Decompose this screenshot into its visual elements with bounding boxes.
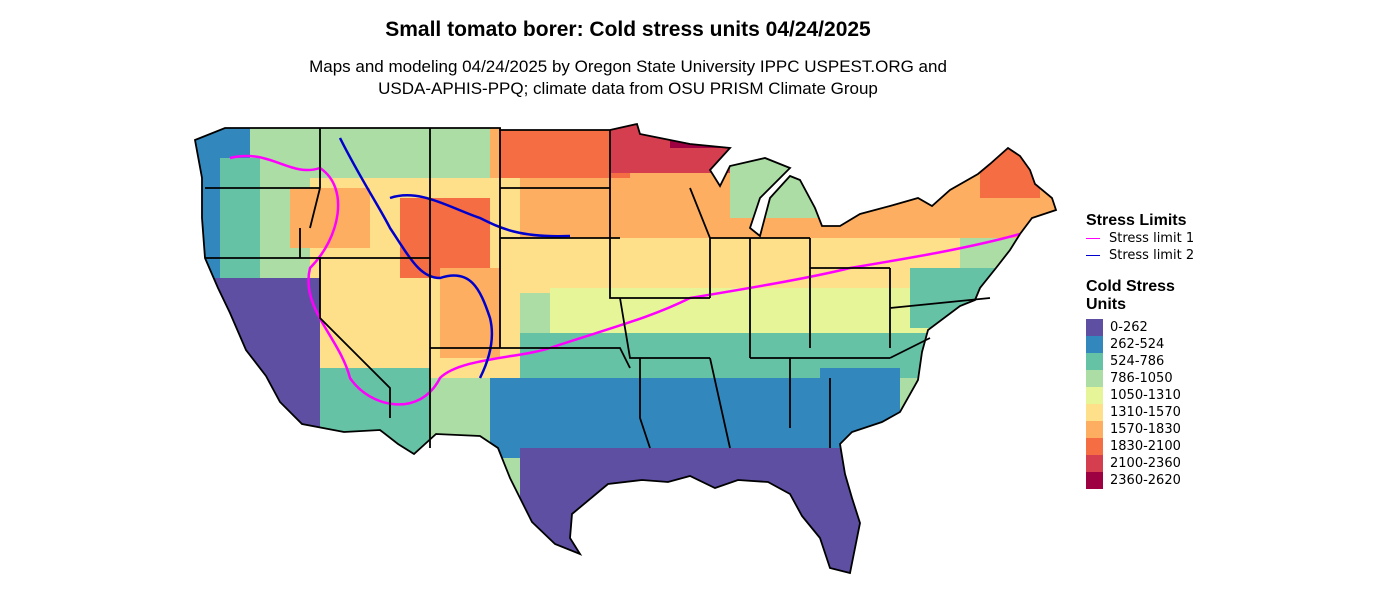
- bin-label: 1310-1570: [1110, 405, 1181, 420]
- cold-stress-bin: 1570-1830: [1086, 421, 1386, 438]
- cold-stress-title-line-1: Cold Stress: [1086, 278, 1175, 295]
- map-title: Small tomato borer: Cold stress units 04…: [385, 18, 871, 41]
- cold-stress-bins: 0-262 262-524 524-786 786-1050 1050-1310 1310…: [1086, 319, 1386, 489]
- bin-swatch: [1086, 370, 1103, 387]
- bin-label: 524-786: [1110, 354, 1165, 369]
- bin-label: 0-262: [1110, 320, 1148, 335]
- cold-stress-bin: 786-1050: [1086, 370, 1386, 387]
- bin-label: 1050-1310: [1110, 388, 1181, 403]
- bin-swatch: [1086, 472, 1103, 489]
- bin-swatch: [1086, 404, 1103, 421]
- cold-stress-bin: 1830-2100: [1086, 438, 1386, 455]
- cold-stress-bin: 2100-2360: [1086, 455, 1386, 472]
- subtitle-line-1: Maps and modeling 04/24/2025 by Oregon S…: [309, 57, 947, 76]
- bin-swatch: [1086, 387, 1103, 404]
- us-cold-stress-map: [193, 122, 1058, 575]
- bin-label: 2100-2360: [1110, 456, 1181, 471]
- bin-swatch: [1086, 353, 1103, 370]
- stress-limit-2-key: [1086, 255, 1100, 256]
- cold-stress-bin: 1310-1570: [1086, 404, 1386, 421]
- subtitle-line-2: USDA-APHIS-PPQ; climate data from OSU PR…: [378, 79, 878, 98]
- map-subtitle: Maps and modeling 04/24/2025 by Oregon S…: [0, 56, 1256, 100]
- cold-stress-bin: 262-524: [1086, 336, 1386, 353]
- stress-limit-item: Stress limit 1: [1086, 230, 1386, 247]
- bin-label: 1570-1830: [1110, 422, 1181, 437]
- state-borders: [193, 122, 1058, 575]
- bin-swatch: [1086, 319, 1103, 336]
- stress-limit-label: Stress limit 1: [1109, 231, 1195, 246]
- stress-limit-2-contour: [338, 137, 571, 379]
- legend: Stress Limits Stress limit 1 Stress limi…: [1086, 212, 1386, 489]
- bin-swatch: [1086, 455, 1103, 472]
- bin-swatch: [1086, 336, 1103, 353]
- stress-limit-label: Stress limit 2: [1109, 248, 1195, 263]
- stress-limits-list: Stress limit 1 Stress limit 2: [1086, 230, 1386, 264]
- cold-stress-title-line-2: Units: [1086, 296, 1126, 313]
- cold-stress-bin: 524-786: [1086, 353, 1386, 370]
- bin-label: 1830-2100: [1110, 439, 1181, 454]
- bin-label: 262-524: [1110, 337, 1165, 352]
- stress-limit-1-contour: [229, 154, 1021, 406]
- bin-swatch: [1086, 438, 1103, 455]
- stress-limit-item: Stress limit 2: [1086, 247, 1386, 264]
- cold-stress-bin: 2360-2620: [1086, 472, 1386, 489]
- cold-stress-bin: 0-262: [1086, 319, 1386, 336]
- bin-label: 786-1050: [1110, 371, 1173, 386]
- bin-label: 2360-2620: [1110, 473, 1181, 488]
- stress-limits-title: Stress Limits: [1086, 212, 1187, 229]
- cold-stress-title: Cold Stress Units: [1086, 278, 1386, 314]
- stress-limit-1-key: [1086, 238, 1100, 239]
- bin-swatch: [1086, 421, 1103, 438]
- cold-stress-bin: 1050-1310: [1086, 387, 1386, 404]
